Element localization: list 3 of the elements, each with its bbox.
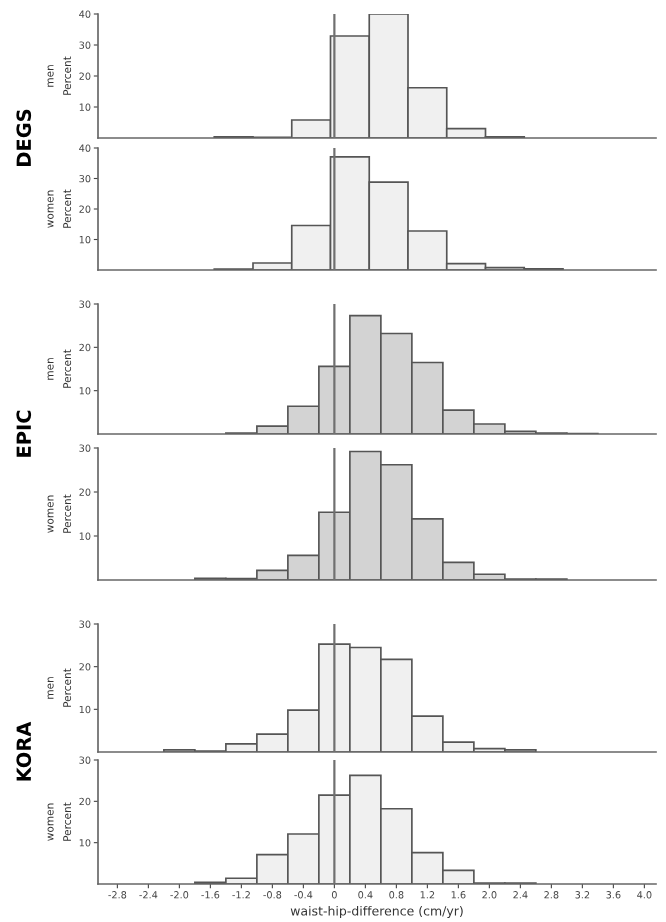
text: KORA xyxy=(16,721,32,781)
text: EPIC xyxy=(16,410,32,457)
text: DEGS xyxy=(16,109,32,166)
